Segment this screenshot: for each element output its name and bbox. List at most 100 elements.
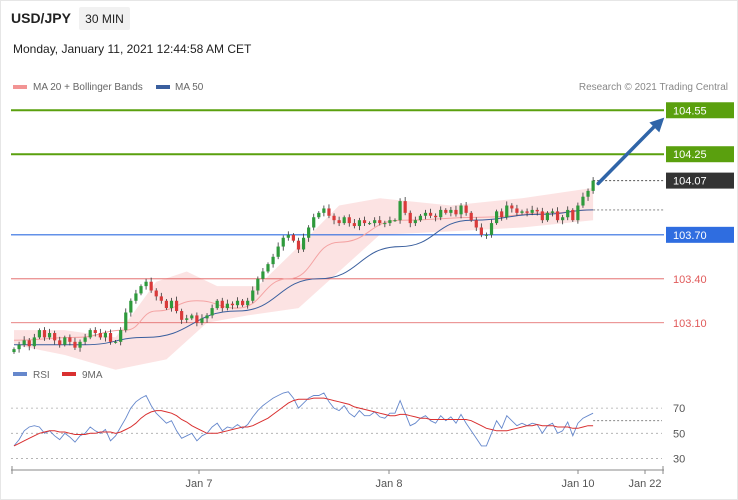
x-tick-label-3: Jan 22 [628,478,661,490]
candle-body-3 [27,340,31,347]
candle-body-13 [78,341,82,348]
level-support-5-label: 103.40 [673,274,707,286]
candle-body-2 [22,340,26,345]
candle-body-98 [510,205,514,209]
ma20-legend-swatch [13,85,27,89]
candle-body-52 [276,246,280,257]
candle-body-63 [332,215,336,221]
candle-body-15 [88,330,92,338]
rsi-legend-label: RSI [33,370,50,381]
candle-body-89 [464,205,468,213]
candle-body-50 [266,264,270,272]
candle-body-58 [307,227,311,238]
x-tick-label-1: Jan 8 [376,478,403,490]
rsi-tick-70: 70 [673,403,685,415]
candle-body-91 [474,220,478,228]
rsi-tick-30: 30 [673,453,685,465]
candle-body-42 [225,303,229,309]
ma20-legend-label: MA 20 + Bollinger Bands [33,82,143,93]
candle-body-31 [169,300,174,309]
credit-label: Research © 2021 Trading Central [579,82,728,93]
candle-body-104 [540,211,544,221]
price-panel: 104.55 104.25 104.07 103.70 103.40 103.10 [11,102,734,370]
candle-body-37 [200,318,204,323]
candle-body-10 [63,337,67,345]
candle-body-55 [291,234,295,241]
candle-body-111 [576,205,580,221]
ma50-line [14,209,594,346]
time-axis: Jan 7 Jan 8 Jan 10 Jan 22 [11,466,664,490]
candle-body-106 [550,211,555,213]
candle-body-34 [185,318,189,320]
ma50-legend-swatch [156,85,170,89]
candle-body-46 [246,300,250,306]
candle-body-57 [301,237,306,250]
candle-body-59 [312,217,316,228]
candle-body-39 [210,308,214,316]
candle-body-73 [383,223,387,225]
candle-body-7 [47,333,52,338]
candle-body-75 [393,220,397,222]
level-current-3-label: 104.07 [673,176,707,188]
candle-body-114 [591,180,595,191]
candle-body-36 [195,315,199,323]
candle-body-20 [114,341,118,343]
candle-body-22 [124,312,128,331]
candle-body-33 [180,311,184,320]
candle-body-27 [149,281,153,291]
candle-body-5 [37,330,41,338]
candle-body-97 [505,205,509,218]
candle-body-47 [251,290,255,301]
candle-body-4 [32,337,36,347]
candle-body-93 [484,234,489,236]
candle-body-94 [489,223,494,235]
candle-body-64 [337,220,341,224]
candle-body-99 [515,208,519,213]
candle-body-43 [230,303,235,306]
candle-body-45 [241,300,245,306]
candle-body-78 [408,212,412,224]
candle-body-60 [317,212,321,218]
candle-body-90 [469,212,473,221]
level-resistance-1-label: 104.55 [673,105,707,117]
ma9-legend-swatch [62,372,76,376]
candle-body-40 [215,300,219,309]
rsi-panel: 70 50 30 [11,391,685,465]
candle-body-95 [495,211,499,224]
candle-body-41 [220,300,224,309]
candle-body-88 [459,205,463,215]
ma50-legend-label: MA 50 [175,82,204,93]
candle-body-110 [571,209,575,221]
candle-body-26 [144,281,148,287]
x-tick-label-2: Jan 10 [561,478,594,490]
candle-body-25 [139,286,143,294]
candle-body-14 [83,337,87,342]
candle-body-109 [566,209,570,218]
level-support-6-label: 103.10 [673,318,707,330]
candle-body-71 [373,220,377,224]
candle-body-51 [271,256,275,265]
candle-body-96 [500,211,504,218]
candle-body-32 [174,300,179,312]
candle-body-92 [479,227,483,235]
candle-body-82 [428,212,433,216]
candle-body-11 [68,337,72,342]
candle-body-28 [154,290,158,297]
candle-body-113 [586,190,590,197]
forecast-arrow-shaft [596,121,659,186]
candle-body-30 [164,300,168,309]
candle-body-61 [322,208,326,213]
candle-body-83 [434,215,438,218]
candle-body-16 [93,330,97,334]
candle-body-76 [398,201,402,221]
candle-body-66 [347,217,351,224]
forecast-arrow-head [649,117,665,133]
candle-body-6 [42,330,47,338]
candle-body-70 [368,223,372,225]
candle-body-8 [53,333,57,341]
candle-body-68 [357,220,362,227]
rsi-line [13,391,594,447]
candle-body-102 [530,209,534,213]
